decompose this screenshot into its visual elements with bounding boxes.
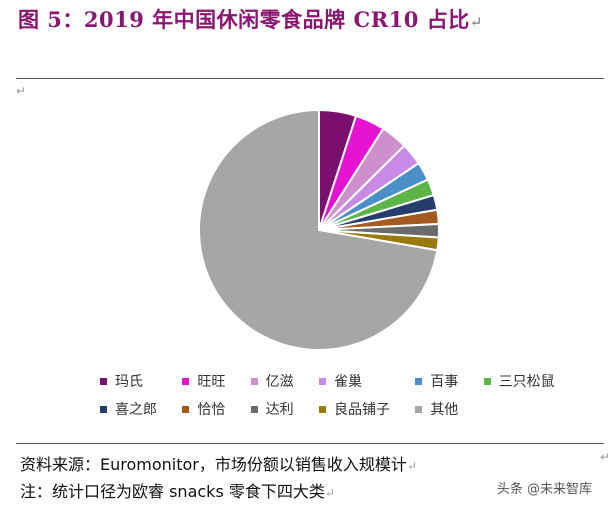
legend-item: 雀巢: [318, 371, 395, 391]
legend-swatch: [318, 405, 326, 413]
legend-item: 三只松鼠: [483, 371, 560, 391]
legend-swatch: [415, 377, 423, 385]
legend-item: 良品铺子: [318, 399, 395, 419]
legend-label: 百事: [430, 374, 459, 390]
legend-swatch: [100, 377, 107, 385]
source-prefix: 资料来源：: [20, 455, 101, 474]
legend-swatch: [182, 377, 190, 385]
legend-swatch: [100, 405, 107, 413]
footer-rule: [16, 443, 604, 444]
source-name: Euromonitor: [100, 455, 199, 474]
source-suffix: ，市场份额以销售收入规模计: [198, 455, 407, 474]
legend-item: 达利: [250, 399, 299, 419]
chart-legend: 玛氏 旺旺 亿滋 雀巢 百事 三只松鼠喜之郎 恰恰 达利 良品铺子 其他: [100, 371, 560, 419]
note-suffix: 零食下四大类: [223, 482, 325, 501]
chart-title-text: 图 5：2019 年中国休闲零食品牌 CR10 占比: [18, 7, 470, 32]
legend-label: 喜之郎: [115, 402, 157, 418]
header-rule: [16, 78, 604, 79]
return-mark: ↵: [600, 450, 611, 464]
legend-label: 其他: [430, 402, 459, 418]
note-prefix: 注：统计口径为欧睿: [20, 482, 170, 501]
legend-item: 喜之郎: [100, 399, 162, 419]
watermark: 头条 @未来智库: [496, 482, 592, 497]
pie-slice-11: [198, 108, 439, 351]
legend-item: 恰恰: [182, 399, 230, 419]
legend-label: 达利: [265, 402, 294, 418]
legend-item: 旺旺: [182, 371, 230, 391]
legend-label: 雀巢: [333, 374, 362, 390]
legend-label: 良品铺子: [333, 402, 390, 418]
chart-title: 图 5：2019 年中国休闲零食品牌 CR10 占比↵: [18, 4, 483, 34]
legend-swatch: [250, 377, 258, 385]
legend-swatch: [483, 377, 491, 385]
legend-item: 玛氏: [100, 371, 162, 391]
return-mark: ↵: [324, 486, 335, 500]
legend-swatch: [250, 405, 258, 413]
legend-item: 百事: [415, 371, 463, 391]
return-mark: ↵: [469, 13, 483, 31]
legend-label: 恰恰: [197, 402, 226, 418]
legend-item: 其他: [415, 399, 463, 419]
note-term: snacks: [169, 482, 224, 501]
legend-label: 旺旺: [197, 374, 226, 390]
legend-swatch: [182, 405, 190, 413]
legend-swatch: [415, 405, 423, 413]
scope-note: 注：统计口径为欧睿 snacks 零食下四大类↵: [20, 478, 335, 502]
legend-label: 玛氏: [115, 374, 143, 390]
legend-label: 亿滋: [265, 374, 294, 390]
return-mark: ↵: [406, 459, 417, 473]
source-note: 资料来源：Euromonitor，市场份额以销售收入规模计↵: [20, 451, 417, 475]
legend-label: 三只松鼠: [498, 374, 555, 390]
pie-chart: [198, 108, 440, 351]
legend-item: 亿滋: [250, 371, 299, 391]
return-mark: ↵: [16, 84, 27, 98]
legend-swatch: [318, 377, 326, 385]
